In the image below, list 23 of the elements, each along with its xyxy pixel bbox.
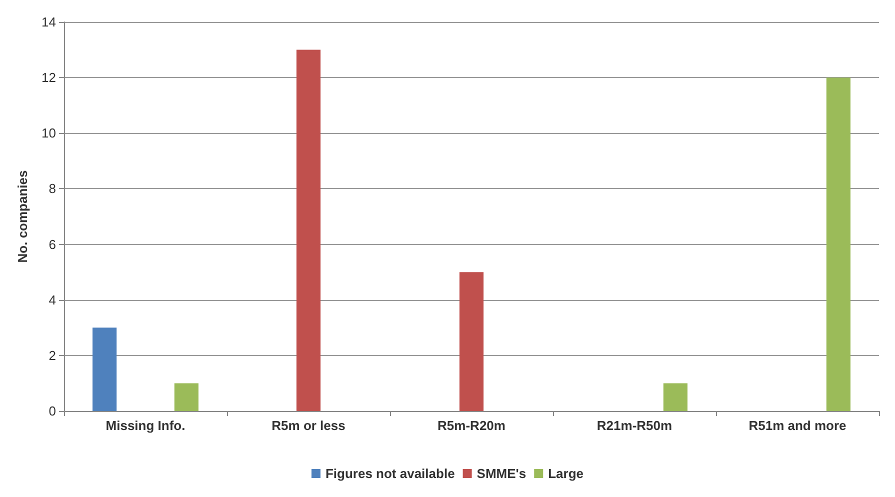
x-tick-label: R5m or less <box>272 418 346 433</box>
bar <box>296 50 321 411</box>
y-tick-label: 2 <box>48 348 56 363</box>
bar <box>459 272 484 411</box>
y-axis-title: No. companies <box>15 170 30 263</box>
bar <box>663 383 688 411</box>
legend-label: SMME's <box>476 466 526 481</box>
legend-label: Large <box>548 466 584 481</box>
x-tick-label: Missing Info. <box>106 418 186 433</box>
x-tick-label: R21m-R50m <box>596 418 672 433</box>
y-tick-label: 0 <box>48 404 56 418</box>
y-tick-label: 8 <box>48 181 56 196</box>
y-tick-label: 4 <box>48 292 56 308</box>
bar <box>826 78 850 411</box>
y-tick-label: 14 <box>42 14 56 30</box>
y-tick-label: 12 <box>42 70 56 86</box>
x-tick-label: R51m and more <box>748 418 846 433</box>
bar <box>92 328 117 411</box>
bar <box>174 383 198 411</box>
legend-label: Figures not available <box>325 466 455 481</box>
y-tick-label: 6 <box>48 236 56 252</box>
x-tick-label: R5m-R20m <box>438 418 506 433</box>
y-tick-label: 10 <box>42 126 56 141</box>
